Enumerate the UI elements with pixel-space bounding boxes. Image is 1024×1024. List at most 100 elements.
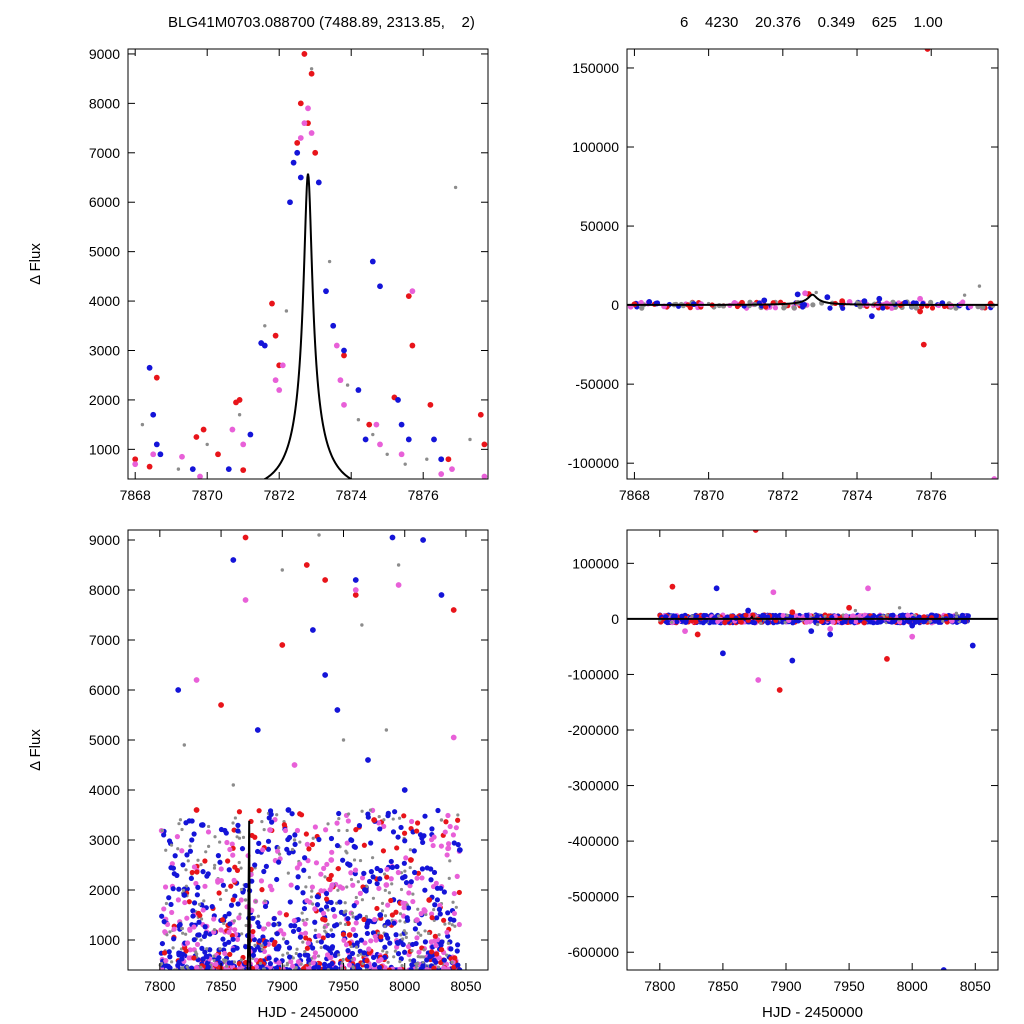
bg-point [230,936,236,942]
bg-point [314,902,321,908]
data-point-gray [284,309,289,313]
bg-point [305,940,311,946]
data-point-blue [720,650,726,657]
bg-point [804,612,810,619]
bg-point [357,890,363,896]
bg-point [301,940,305,944]
bg-point [368,938,374,944]
bg-point [433,880,439,886]
bg-point [233,816,237,820]
data-point-gray [263,324,267,328]
bg-point [199,965,203,969]
data-point-gray [317,533,321,537]
bg-point [434,897,440,903]
bg-point [359,875,366,881]
bg-point [259,887,265,893]
bg-point [298,840,302,844]
bg-point [190,908,196,914]
bg-point [277,852,282,856]
bg-point [889,305,895,311]
data-point-blue [395,397,401,403]
data-point-magenta [341,401,347,408]
bg-point [790,620,796,626]
bg-point [349,944,353,949]
bg-point [260,847,266,853]
bg-point [202,899,206,903]
bg-point [190,913,196,919]
bg-point [779,618,785,624]
data-point-blue [646,299,653,305]
bg-point [402,929,406,933]
bg-point [455,842,461,848]
data-point-magenta [279,362,286,369]
data-point-blue [341,347,347,354]
bg-point [176,847,180,851]
bg-point [171,946,175,950]
bg-point [356,880,360,884]
bg-point [323,890,330,897]
bg-point [351,903,357,909]
bg-point [785,613,789,618]
bg-point [928,299,934,305]
bg-point [219,917,226,923]
bg-point [366,878,373,885]
bg-point [195,910,202,917]
bg-point [378,868,384,874]
bg-point [354,945,359,949]
bg-point [183,948,189,954]
data-point-blue [377,912,384,918]
bg-point [326,922,330,926]
bg-point [315,964,322,970]
bg-point [322,944,328,950]
bg-point [849,613,856,619]
bg-point [410,949,414,953]
data-point-blue [824,294,831,301]
bg-point [445,812,451,819]
data-point-blue [334,707,341,713]
bg-point [327,876,333,883]
data-point-red [236,397,243,403]
bg-point [408,848,412,852]
bg-point [376,820,382,826]
data-point-gray [327,259,332,264]
bg-point [193,880,199,887]
bg-point [420,955,424,959]
bg-point [222,950,228,957]
bg-point [261,868,267,875]
data-point-blue [346,862,353,868]
bg-point [234,936,241,943]
bg-point [348,870,354,876]
bg-point [186,899,192,905]
bg-point [392,809,398,815]
bg-point [455,962,461,968]
bg-point [176,886,182,892]
bg-point [322,965,328,970]
bg-point [345,915,351,922]
bg-point [277,910,283,916]
data-point-blue [199,822,206,828]
data-point-red [409,342,416,349]
bg-point [304,945,311,951]
bg-point [286,967,293,970]
data-point-magenta [682,628,688,635]
bg-point [300,890,306,896]
bg-point [212,959,216,963]
bg-point [377,876,383,882]
bg-point [274,931,280,937]
bg-point [273,965,280,970]
data-point-gray [360,623,364,627]
data-point-blue [322,672,329,678]
bg-point [916,618,922,625]
data-point-red [694,631,701,638]
bg-point [384,874,390,880]
bg-point [693,619,699,625]
bg-point [337,953,341,957]
data-point-red [303,562,310,568]
bg-point [310,889,314,893]
data-point-magenta [414,917,420,923]
bg-point [451,890,457,897]
bg-point [906,619,913,625]
data-point-magenta [132,461,139,468]
y-tick-label: 1000 [89,932,120,948]
data-point-red [427,401,434,408]
